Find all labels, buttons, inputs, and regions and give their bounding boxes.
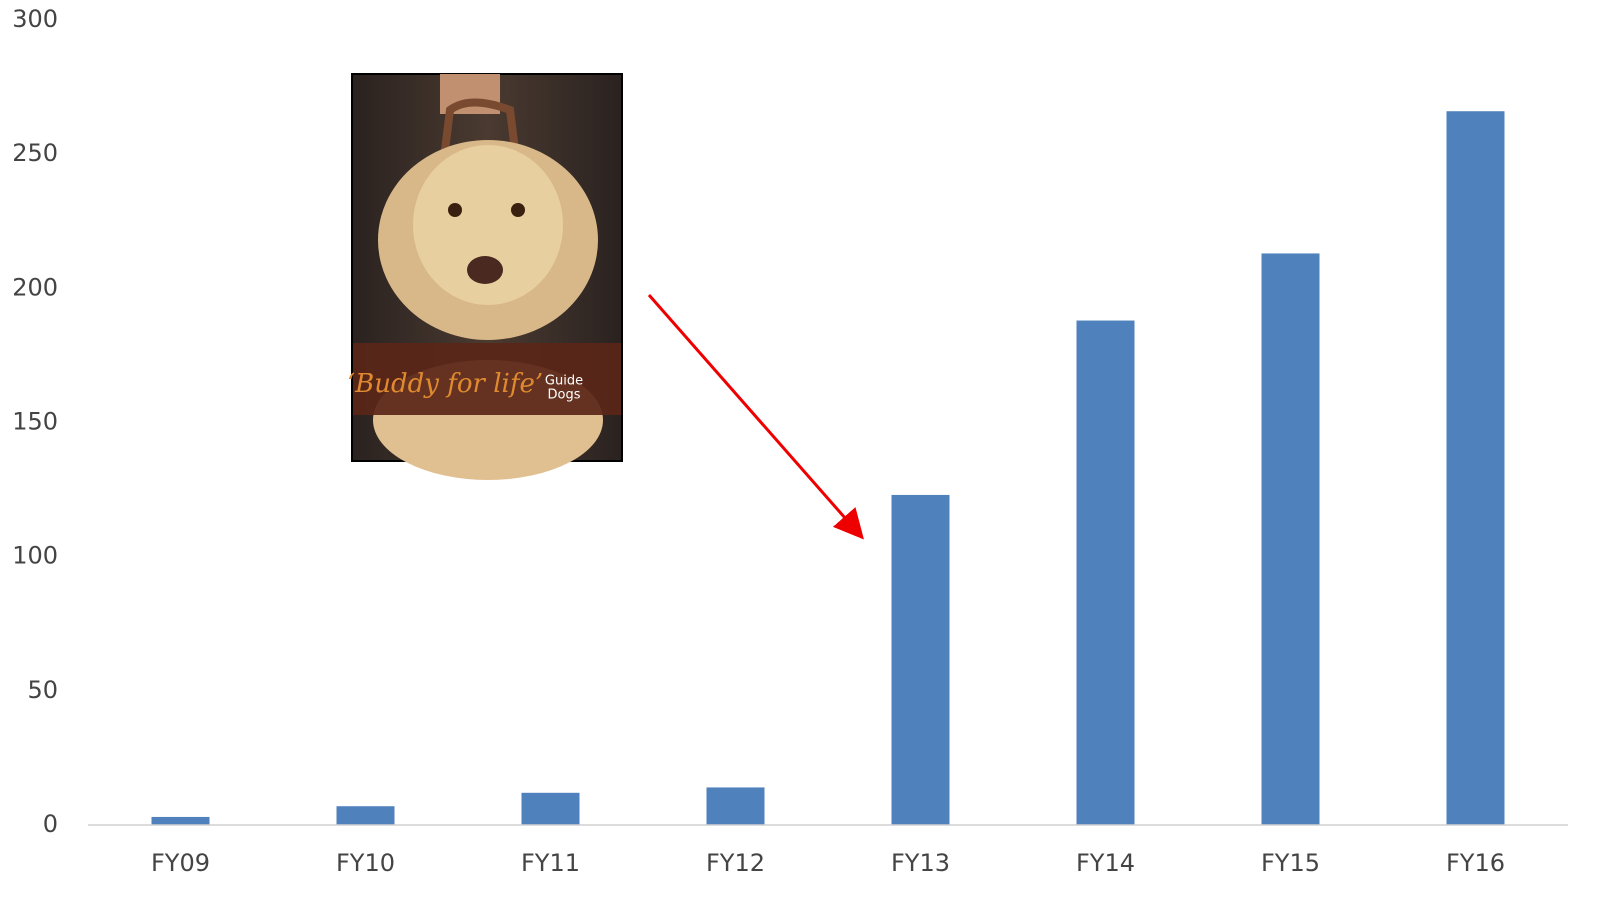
x-tick-label: FY10 bbox=[336, 849, 395, 877]
x-tick-label: FY16 bbox=[1446, 849, 1505, 877]
x-tick-label: FY12 bbox=[706, 849, 765, 877]
y-tick-label: 250 bbox=[12, 139, 58, 167]
x-tick-label: FY11 bbox=[521, 849, 580, 877]
bar bbox=[1261, 253, 1320, 825]
y-tick-label: 100 bbox=[12, 542, 58, 570]
y-tick-label: 200 bbox=[12, 273, 58, 301]
bar bbox=[891, 494, 950, 825]
bar bbox=[151, 816, 210, 825]
bar bbox=[521, 792, 580, 825]
y-tick-label: 50 bbox=[27, 676, 58, 704]
arrow bbox=[647, 294, 864, 540]
x-tick-label: FY09 bbox=[151, 849, 210, 877]
poster-caption: ‘Buddy for life’ bbox=[347, 369, 543, 399]
x-tick-label: FY15 bbox=[1261, 849, 1320, 877]
x-tick-label: FY14 bbox=[1076, 849, 1135, 877]
y-tick-label: 300 bbox=[12, 5, 58, 33]
bar bbox=[1446, 111, 1505, 825]
poster-image: ‘Buddy for life’ Guide Dogs bbox=[347, 73, 623, 480]
bar bbox=[1076, 320, 1135, 825]
y-tick-label: 0 bbox=[43, 810, 58, 838]
bar bbox=[336, 806, 395, 825]
bar bbox=[706, 787, 765, 825]
x-tick-label: FY13 bbox=[891, 849, 950, 877]
poster-logo-text: Dogs bbox=[548, 388, 581, 403]
poster-logo-text: Guide bbox=[545, 374, 583, 389]
y-tick-label: 150 bbox=[12, 408, 58, 436]
